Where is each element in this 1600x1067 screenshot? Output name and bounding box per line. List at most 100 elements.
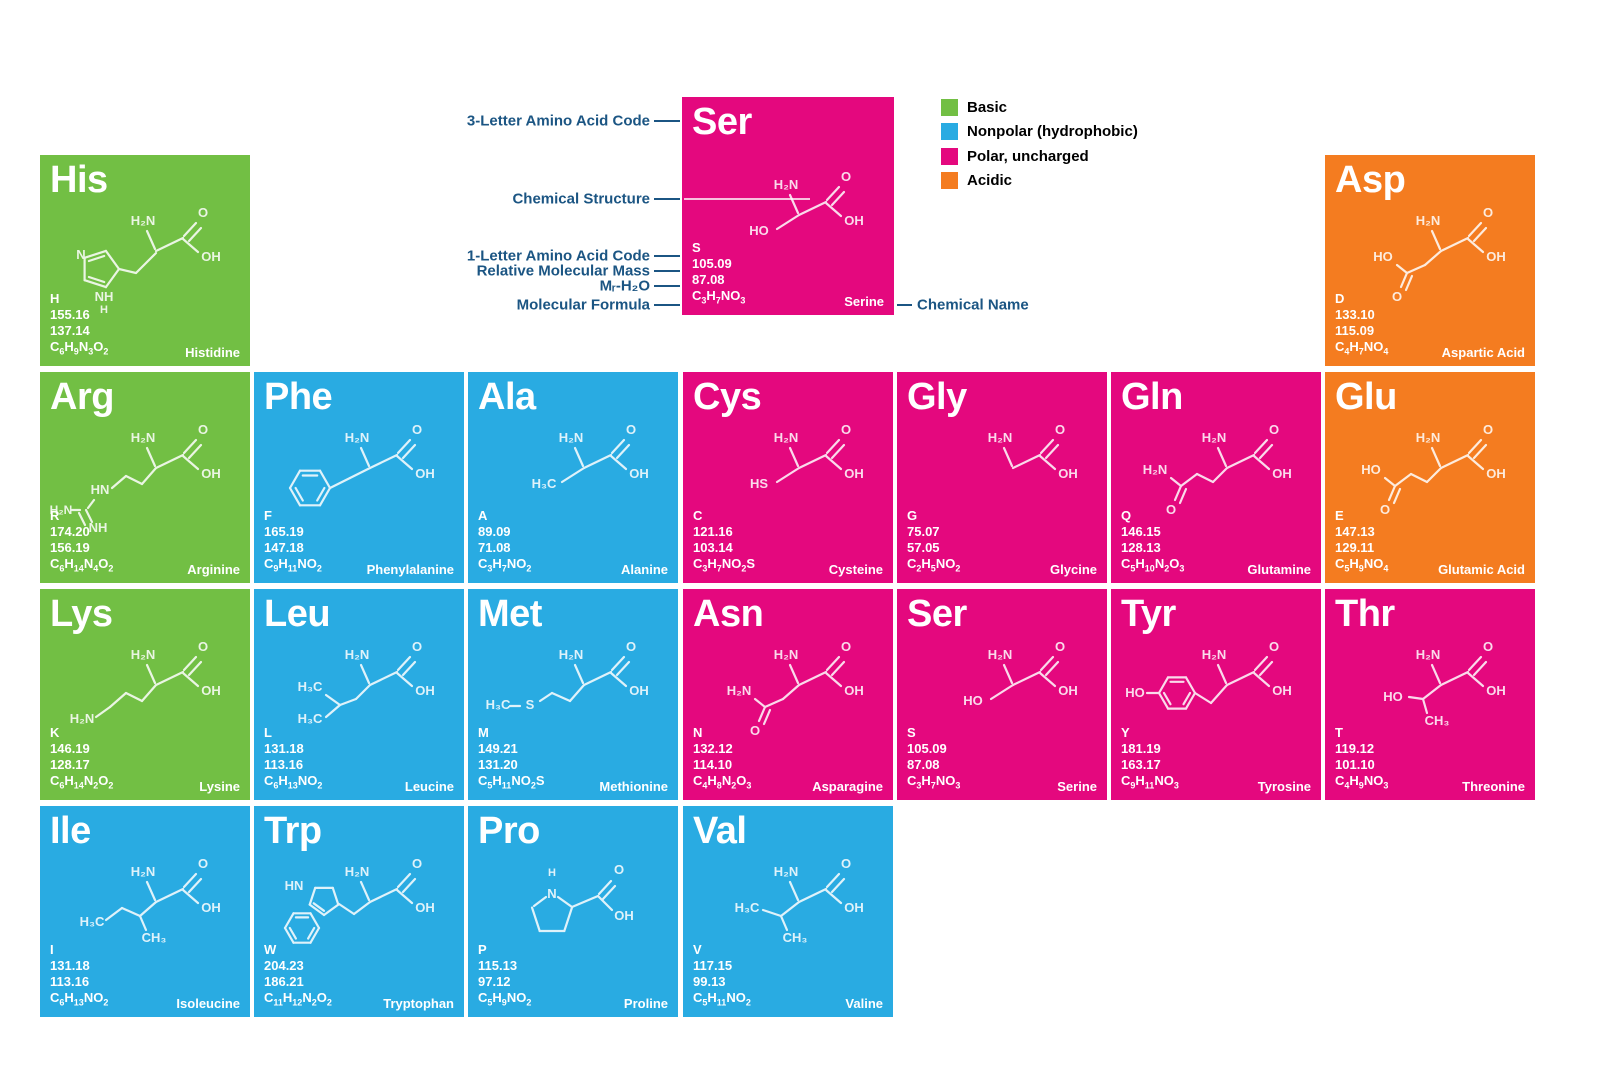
card-ala: Ala H₂N O OH H₃C A 89.09 71.08 C3H7NO2 Alanine (468, 372, 678, 583)
three-letter-code: Asn (693, 593, 764, 635)
card-info: A 89.09 71.08 C3H7NO2 (478, 508, 531, 577)
annotation-chemical-name: Chemical Name (917, 296, 1029, 314)
molecular-formula: C6H14N4O2 (50, 556, 114, 574)
molecular-mass: 133.10 (1335, 307, 1375, 323)
chemical-structure: H₂N O OH H₂N O (1119, 412, 1313, 544)
molecular-mass: 149.21 (478, 741, 518, 757)
chemical-name: Histidine (185, 345, 240, 360)
svg-text:H₂N: H₂N (988, 430, 1013, 445)
mass-minus-water: 87.08 (692, 272, 725, 288)
card-asp: Asp H₂N O OH HO O D 133.10 115.09 C4H7NO4 Aspartic… (1325, 155, 1535, 366)
svg-text:H₂N: H₂N (774, 177, 799, 192)
svg-text:O: O (412, 856, 422, 871)
chemical-structure: H₂N O OH S H₃C (476, 629, 670, 761)
svg-text:H₂N: H₂N (1416, 430, 1441, 445)
svg-text:O: O (1166, 502, 1176, 517)
chemical-name: Lysine (199, 779, 240, 794)
basic-color-swatch (941, 98, 958, 116)
chemical-structure: H₂N O OH (262, 412, 456, 544)
svg-text:H₂N: H₂N (1202, 430, 1227, 445)
svg-text:N: N (547, 886, 556, 901)
chemical-structure: H₂N O OH H₂N O (691, 629, 885, 761)
molecular-mass: 204.23 (264, 958, 304, 974)
molecular-formula: C5H9NO2 (478, 990, 532, 1008)
svg-text:O: O (1055, 639, 1065, 654)
svg-text:OH: OH (844, 213, 864, 228)
svg-text:OH: OH (844, 900, 864, 915)
legend-label: Nonpolar (hydrophobic) (967, 123, 1138, 141)
molecular-formula: C6H13NO2 (264, 773, 323, 791)
three-letter-code: Gly (907, 376, 967, 418)
svg-text:HO: HO (749, 223, 769, 238)
chemical-structure: H₂N O OH HN H₂N NH (48, 412, 242, 544)
one-letter-code: N (693, 725, 703, 741)
pointer-line (654, 270, 680, 272)
pointer-line (654, 255, 680, 257)
svg-text:H₂N: H₂N (50, 503, 73, 517)
mass-minus-water: 128.13 (1121, 540, 1161, 556)
one-letter-code: P (478, 942, 487, 958)
molecular-mass: 105.09 (692, 256, 732, 272)
svg-text:H₂N: H₂N (131, 430, 156, 445)
annotation-molecular-mass: Relative Molecular Mass (476, 262, 650, 280)
molecular-formula: C4H9NO3 (1335, 773, 1389, 791)
card-info: N 132.12 114.10 C4H8N2O3 (693, 725, 751, 794)
chemical-structure: H₂N O OH H₃C CH₃ (48, 846, 242, 978)
chemical-structure: H₂N O OH HO (1119, 629, 1313, 761)
legend-item-nonpolar: Nonpolar (hydrophobic) (941, 120, 1138, 145)
card-tyr: Tyr H₂N O OH HO Y 181.19 163.17 C9H11NO3 Tyrosine (1111, 589, 1321, 800)
svg-text:HO: HO (1125, 685, 1145, 700)
card-info: E 147.13 129.11 C5H9NO4 (1335, 508, 1388, 577)
mass-minus-water: 113.16 (264, 757, 304, 773)
svg-text:OH: OH (201, 900, 221, 915)
chemical-name: Proline (623, 996, 668, 1011)
acidic-color-swatch (941, 172, 958, 190)
one-letter-code: Q (1121, 508, 1132, 524)
svg-text:O: O (626, 639, 636, 654)
svg-text:O: O (1380, 502, 1390, 517)
polar-color-swatch (941, 147, 958, 165)
one-letter-code: I (50, 942, 54, 958)
card-info: T 119.12 101.10 C4H9NO3 (1335, 725, 1388, 794)
three-letter-code: Ser (907, 593, 967, 635)
three-letter-code: Ala (478, 376, 536, 418)
three-letter-code: Met (478, 593, 542, 635)
svg-text:H₂N: H₂N (345, 430, 370, 445)
svg-text:H₂N: H₂N (131, 647, 156, 662)
annotation-one-letter-code: 1-Letter Amino Acid Code (466, 247, 650, 265)
chemical-name: Aspartic Acid (1441, 345, 1525, 360)
pointer-line (654, 304, 680, 306)
legend-label: Polar, uncharged (967, 147, 1089, 165)
svg-text:O: O (412, 422, 422, 437)
annotation-mass-minus-water: Mᵣ-H₂O (599, 277, 650, 295)
legend-item-acidic: Acidic (941, 169, 1138, 194)
chemical-name: Cysteine (828, 562, 883, 577)
pointer-line (654, 198, 680, 200)
three-letter-code: Ile (50, 810, 91, 852)
molecular-mass: 89.09 (478, 524, 511, 540)
svg-text:OH: OH (629, 683, 649, 698)
svg-text:HS: HS (750, 476, 768, 491)
svg-text:H₂N: H₂N (345, 864, 370, 879)
three-letter-code: Asp (1335, 159, 1406, 201)
svg-text:H₂N: H₂N (1416, 213, 1441, 228)
svg-text:HO: HO (1361, 462, 1381, 477)
card-gln: Gln H₂N O OH H₂N O Q 146.15 128.13 C5H10N2O3 Gluta… (1111, 372, 1321, 583)
legend-item-polar: Polar, uncharged (941, 144, 1138, 169)
mass-minus-water: 113.16 (50, 974, 90, 990)
svg-text:HO: HO (963, 693, 983, 708)
card-info: H 155.16 137.14 C6H9N3O2 (50, 291, 108, 360)
card-info: V 117.15 99.13 C5H11NO2 (693, 942, 751, 1011)
chemical-name: Glutamic Acid (1438, 562, 1525, 577)
card-info: D 133.10 115.09 C4H7NO4 (1335, 291, 1388, 360)
chemical-name: Glutamine (1247, 562, 1311, 577)
mass-minus-water: 114.10 (693, 757, 733, 773)
svg-text:H₃C: H₃C (486, 697, 511, 712)
three-letter-code: Leu (264, 593, 331, 635)
card-trp: Trp H₂N O OH HN W 204.23 186.21 C11H12N2O2 Trypto… (254, 806, 464, 1017)
mass-minus-water: 186.21 (264, 974, 304, 990)
annotation-three-letter-code: 3-Letter Amino Acid Code (466, 112, 650, 130)
three-letter-code: Gln (1121, 376, 1183, 418)
svg-text:OH: OH (1486, 466, 1506, 481)
molecular-mass: 146.19 (50, 741, 90, 757)
